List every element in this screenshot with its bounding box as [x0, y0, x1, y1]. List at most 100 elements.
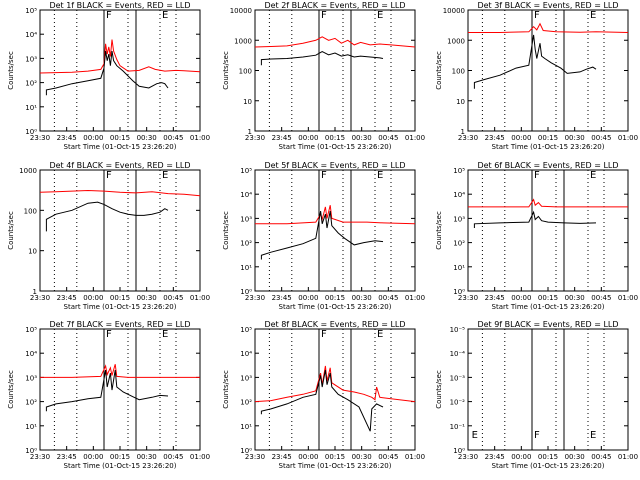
y-tick-label: 10¹ — [25, 423, 37, 431]
y-tick-label: 100 — [239, 68, 252, 76]
y-tick-label: 10¹ — [240, 423, 252, 431]
chart-title: Det 5f BLACK = Events, RED = LLD — [264, 161, 405, 170]
x-tick-label: 00:00 — [298, 134, 318, 142]
x-axis-label: Start Time (01-Oct-15 23:26:20) — [279, 462, 392, 470]
y-tick-label: 10 — [243, 98, 252, 106]
series-line-events — [473, 210, 597, 228]
event-marker-label: F — [106, 329, 112, 340]
chart-panel-2: Det 2f BLACK = Events, RED = LLD 1 10 100 10… — [222, 1, 425, 151]
x-tick-label: 23:30 — [30, 134, 50, 142]
y-tick-label: 10¹ — [240, 264, 252, 272]
y-tick-label: 10⁰ — [25, 447, 37, 455]
y-tick-label: 10⁻² — [450, 399, 466, 407]
chart-title: Det 2f BLACK = Events, RED = LLD — [264, 1, 405, 10]
series-line-events — [45, 370, 169, 412]
x-tick-label: 01:00 — [405, 134, 425, 142]
chart-panel-9: Det 9f BLACK = Events, RED = LLD 10⁰ 10⁻¹ 1… — [435, 320, 638, 470]
x-tick-label: 23:45 — [485, 294, 505, 302]
y-tick-label: 1 — [248, 128, 252, 136]
x-tick-label: 00:30 — [352, 294, 372, 302]
x-tick-label: 23:45 — [57, 453, 77, 461]
series-line-lld — [468, 22, 629, 33]
x-axis-label: Start Time (01-Oct-15 23:26:20) — [64, 462, 177, 470]
y-tick-label: 10⁵ — [25, 326, 37, 334]
x-tick-label: 00:30 — [137, 453, 157, 461]
y-tick-label: 100 — [24, 207, 37, 215]
event-marker-label: F — [534, 10, 540, 21]
y-tick-label: 10³ — [25, 55, 37, 63]
x-tick-label: 23:45 — [57, 134, 77, 142]
x-axis-label: Start Time (01-Oct-15 23:26:20) — [279, 143, 392, 151]
x-axis-label: Start Time (01-Oct-15 23:26:20) — [64, 303, 177, 311]
event-marker-label: F — [534, 430, 540, 441]
event-marker-label: E — [590, 430, 596, 441]
x-tick-label: 00:15 — [325, 453, 345, 461]
event-marker-label: E — [590, 170, 596, 181]
x-tick-label: 00:15 — [538, 453, 558, 461]
y-tick-label: 10⁰ — [453, 288, 465, 296]
chart-panel-5: Det 5f BLACK = Events, RED = LLD 10⁰ 10¹ 10… — [222, 161, 425, 311]
y-tick-label: 10000 — [443, 7, 465, 15]
chart-title: Det 4f BLACK = Events, RED = LLD — [49, 161, 190, 170]
x-tick-label: 00:45 — [378, 134, 398, 142]
chart-panel-1: Det 1f BLACK = Events, RED = LLD 10⁰ 10¹ 10… — [7, 1, 210, 151]
chart-title: Det 7f BLACK = Events, RED = LLD — [49, 320, 190, 329]
x-tick-label: 00:45 — [163, 294, 183, 302]
y-tick-label: 1 — [33, 288, 37, 296]
event-marker-label: F — [106, 170, 112, 181]
event-marker-label: E — [162, 329, 168, 340]
y-tick-label: 10⁰ — [240, 288, 252, 296]
x-tick-label: 00:15 — [110, 134, 130, 142]
y-tick-label: 10⁴ — [240, 350, 252, 358]
x-tick-label: 01:00 — [405, 453, 425, 461]
x-tick-label: 23:45 — [57, 294, 77, 302]
x-tick-label: 23:45 — [272, 134, 292, 142]
event-marker-label: E — [377, 10, 383, 21]
series-line-lld — [254, 36, 416, 48]
x-tick-label: 00:30 — [565, 134, 585, 142]
x-axis-label: Start Time (01-Oct-15 23:26:20) — [279, 303, 392, 311]
x-tick-label: 23:30 — [245, 294, 265, 302]
x-tick-label: 00:30 — [352, 453, 372, 461]
chart-title: Det 3f BLACK = Events, RED = LLD — [477, 1, 618, 10]
event-marker-label: E — [377, 329, 383, 340]
y-tick-label: 1000 — [19, 167, 37, 175]
series-line-lld — [254, 365, 416, 403]
x-tick-label: 00:15 — [110, 453, 130, 461]
chart-panel-8: Det 8f BLACK = Events, RED = LLD 10⁰ 10¹ 10… — [222, 320, 425, 470]
x-tick-label: 00:30 — [137, 134, 157, 142]
y-tick-label: 10³ — [240, 215, 252, 223]
x-tick-label: 00:00 — [298, 294, 318, 302]
x-tick-label: 00:45 — [591, 134, 611, 142]
y-tick-label: 10² — [240, 399, 252, 407]
y-tick-label: 10⁵ — [240, 326, 252, 334]
x-tick-label: 00:15 — [325, 134, 345, 142]
y-tick-label: 10³ — [453, 215, 465, 223]
y-tick-label: 10⁵ — [240, 167, 252, 175]
event-marker-label: F — [534, 170, 540, 181]
y-axis-label: Counts/sec — [222, 211, 230, 250]
event-marker-label: E — [472, 430, 478, 441]
series-line-lld — [39, 189, 201, 197]
y-tick-label: 10⁴ — [240, 191, 252, 199]
event-marker-label: E — [162, 10, 168, 21]
y-tick-label: 10⁰ — [25, 128, 37, 136]
x-tick-label: 01:00 — [618, 134, 638, 142]
x-tick-label: 00:00 — [298, 453, 318, 461]
x-axis-label: Start Time (01-Oct-15 23:26:20) — [492, 143, 605, 151]
event-marker-label: E — [162, 170, 168, 181]
y-axis-label: Counts/sec — [222, 51, 230, 90]
y-tick-label: 10000 — [230, 7, 252, 15]
chart-title: Det 1f BLACK = Events, RED = LLD — [49, 1, 190, 10]
x-tick-label: 00:00 — [83, 294, 103, 302]
x-tick-label: 00:15 — [325, 294, 345, 302]
event-marker-label: F — [321, 170, 327, 181]
x-tick-label: 23:30 — [245, 453, 265, 461]
y-tick-label: 10² — [25, 80, 37, 88]
y-tick-label: 10⁵ — [25, 7, 37, 15]
series-line-events — [45, 201, 169, 232]
y-tick-label: 10⁵ — [453, 167, 465, 175]
y-axis-label: Counts/sec — [7, 211, 15, 250]
x-tick-label: 00:15 — [538, 134, 558, 142]
